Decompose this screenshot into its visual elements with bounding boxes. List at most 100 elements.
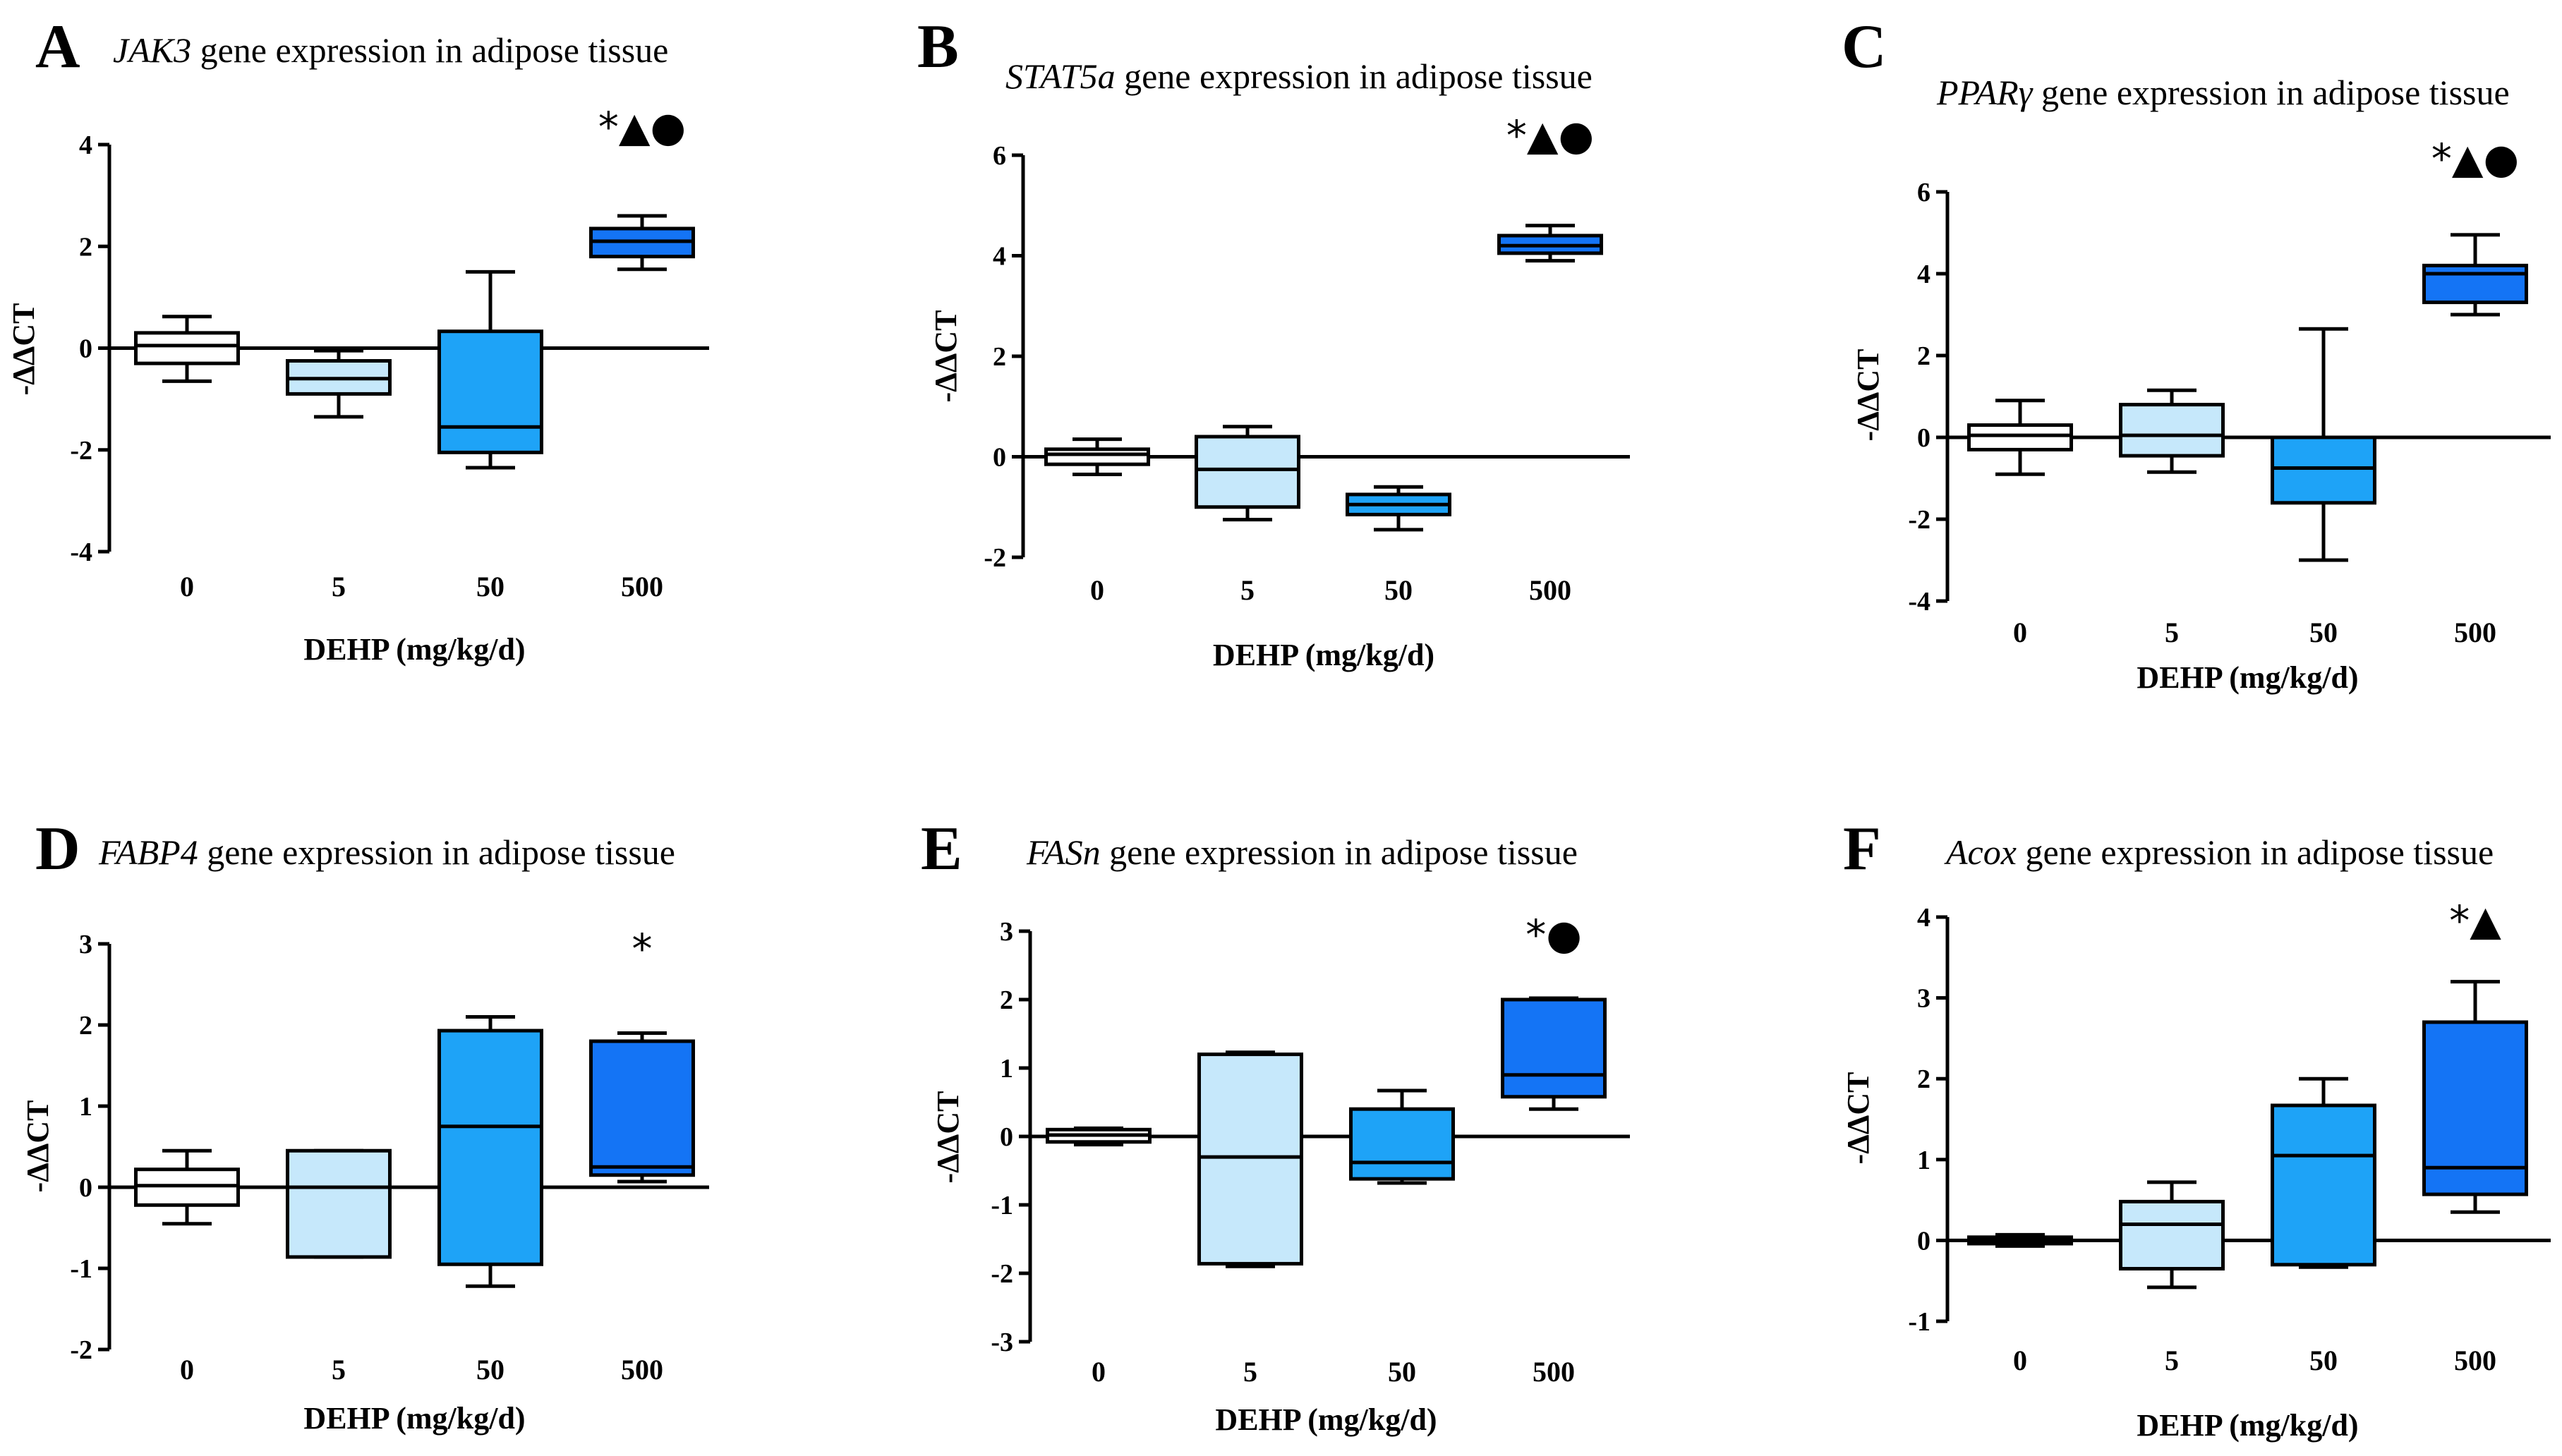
x-category-label: 50 (2309, 1345, 2338, 1376)
x-category-label: 500 (2454, 1345, 2496, 1376)
x-category-label: 50 (1384, 574, 1413, 606)
x-axis-title: DEHP (mg/kg/d) (303, 632, 525, 667)
box-iqr (1967, 423, 2073, 451)
box-5 (2119, 1180, 2225, 1290)
box-50 (437, 1015, 543, 1288)
box-50 (437, 269, 543, 470)
panel-d: D FABP4 gene expression in adipose tissue… (20, 815, 709, 1436)
x-category-label: 5 (2165, 1345, 2179, 1376)
x-axis-title: DEHP (mg/kg/d) (2137, 1408, 2358, 1443)
box-iqr (2119, 1199, 2225, 1271)
x-category-label: 0 (180, 571, 194, 602)
y-tick-label: -2 (991, 1259, 1013, 1289)
y-tick-label: 3 (1000, 917, 1013, 947)
y-axis-title: -ΔΔCT (20, 1100, 55, 1193)
y-tick-label: -4 (70, 538, 92, 567)
y-tick-label: 0 (993, 443, 1006, 473)
panel-title: FABP4 gene expression in adipose tissue (98, 832, 675, 872)
box-iqr (286, 1148, 392, 1259)
x-category-label: 0 (1090, 574, 1104, 606)
panel-b: B STAT5a gene expression in adipose tissu… (917, 13, 1630, 672)
box-0 (1967, 399, 2073, 476)
box-iqr (2271, 435, 2376, 505)
significance-marks: *● (1525, 911, 1582, 959)
panel-letter: B (917, 13, 959, 81)
box-5 (1197, 1050, 1303, 1268)
y-tick-label: 2 (79, 232, 92, 262)
box-0 (134, 1148, 240, 1226)
x-category-label: 5 (332, 1354, 346, 1385)
y-tick-label: 3 (79, 930, 92, 959)
y-tick-label: 2 (1000, 985, 1013, 1015)
y-axis-title: -ΔΔCT (1851, 349, 1885, 442)
panel-c: C PPARγ gene expression in adipose tissue… (1842, 13, 2551, 695)
title-text: gene expression in adipose tissue (1101, 832, 1578, 872)
x-category-label: 50 (1388, 1356, 1416, 1388)
panel-letter: C (1842, 13, 1887, 81)
y-tick-label: 3 (1917, 984, 1930, 1014)
title-text: gene expression in adipose tissue (1116, 56, 1593, 96)
box-iqr (1195, 435, 1300, 509)
box-iqr (2271, 1103, 2376, 1267)
box-50 (1349, 1088, 1455, 1185)
box-iqr (1044, 447, 1150, 466)
box-0 (134, 315, 240, 383)
box-50 (2271, 1076, 2376, 1269)
y-tick-label: 1 (1917, 1146, 1930, 1175)
box-5 (286, 348, 392, 419)
panel-title: PPARγ gene expression in adipose tissue (1936, 73, 2510, 112)
box-iqr (437, 329, 543, 454)
x-category-label: 5 (2165, 617, 2179, 648)
box-5 (1195, 425, 1300, 522)
y-tick-label: 2 (79, 1011, 92, 1041)
gene-name: JAK3 (113, 30, 191, 70)
box-iqr (2422, 1020, 2528, 1196)
panel-title: Acox gene expression in adipose tissue (1944, 832, 2494, 872)
y-axis-title: -ΔΔCT (929, 310, 963, 403)
x-axis-title: DEHP (mg/kg/d) (2137, 660, 2358, 695)
box-5 (2119, 388, 2225, 474)
y-tick-label: -1 (70, 1254, 92, 1284)
gene-name: FASn (1026, 832, 1101, 872)
box-50 (1346, 485, 1451, 532)
box-iqr (1197, 1052, 1303, 1266)
y-tick-label: 6 (1917, 178, 1930, 207)
gene-name: FABP4 (98, 832, 198, 872)
y-tick-label: 0 (79, 1173, 92, 1203)
panel-a: A JAK3 gene expression in adipose tissue -… (6, 13, 709, 667)
box-500 (2422, 980, 2528, 1214)
panel-title: FASn gene expression in adipose tissue (1026, 832, 1578, 872)
y-tick-label: 0 (1917, 1226, 1930, 1256)
x-category-label: 50 (476, 571, 504, 602)
y-tick-label: 4 (79, 131, 92, 160)
panel-letter: A (35, 13, 80, 81)
y-tick-label: 0 (79, 334, 92, 364)
x-category-label: 5 (1240, 574, 1255, 606)
x-axis-title: DEHP (mg/kg/d) (1213, 638, 1434, 672)
x-category-label: 5 (1243, 1356, 1257, 1388)
y-tick-label: -2 (984, 543, 1006, 573)
y-axis-title: -ΔΔCT (1841, 1072, 1875, 1165)
box-500 (2422, 233, 2528, 317)
significance-marks: *▲● (598, 103, 686, 151)
box-50 (2271, 327, 2376, 562)
panel-letter: E (921, 815, 962, 883)
title-text: gene expression in adipose tissue (2032, 73, 2509, 112)
title-text: gene expression in adipose tissue (198, 832, 675, 872)
title-text: gene expression in adipose tissue (2017, 832, 2494, 872)
y-axis-title: -ΔΔCT (6, 303, 41, 396)
x-category-label: 500 (2454, 617, 2496, 648)
y-tick-label: -2 (70, 1335, 92, 1365)
box-iqr (134, 331, 240, 365)
box-5 (286, 1148, 392, 1259)
y-axis-title: -ΔΔCT (931, 1091, 965, 1184)
panel-f: F Acox gene expression in adipose tissue -… (1841, 815, 2551, 1443)
gene-name: STAT5a (1005, 56, 1116, 96)
box-iqr (1349, 1107, 1455, 1181)
y-tick-label: 1 (1000, 1054, 1013, 1084)
y-tick-label: 4 (1917, 903, 1930, 933)
box-500 (1501, 996, 1607, 1111)
y-tick-label: -2 (1908, 505, 1930, 535)
gene-name: Acox (1944, 832, 2017, 872)
